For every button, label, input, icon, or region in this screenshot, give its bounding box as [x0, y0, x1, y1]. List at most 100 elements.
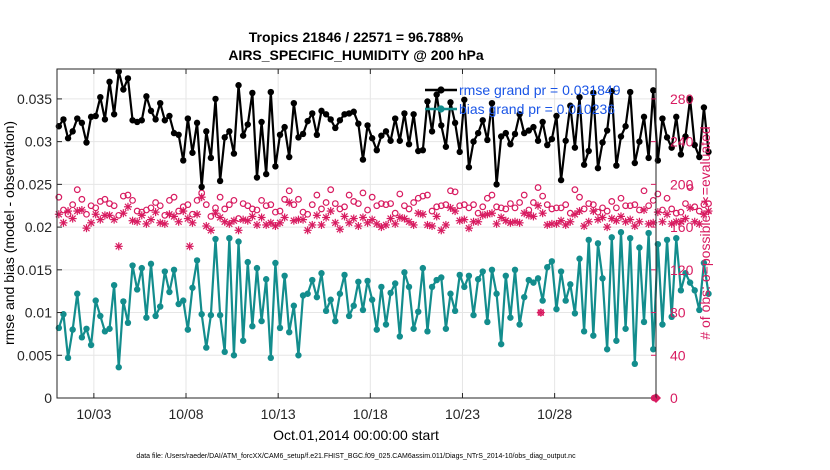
- series-obs_evaluated: [54, 193, 713, 251]
- rmse-point: [290, 99, 298, 107]
- bias-point: [663, 236, 671, 244]
- bias-point: [594, 240, 602, 247]
- bias-point: [613, 337, 620, 344]
- rmse-point: [336, 117, 344, 124]
- bias-point: [166, 288, 173, 296]
- asterisk-stroke: [410, 221, 418, 229]
- rmse-point: [594, 164, 602, 172]
- obs-possible-point: [553, 204, 560, 212]
- asterisk-stroke: [175, 218, 183, 226]
- bias-point: [415, 308, 422, 315]
- obs-evaluated-point: [653, 208, 662, 217]
- bias-point: [470, 311, 477, 319]
- asterisk-stroke: [359, 214, 367, 221]
- bias-point: [622, 325, 629, 332]
- asterisk-stroke: [599, 214, 606, 221]
- asterisk-stroke: [543, 221, 551, 229]
- obs-possible-point: [677, 208, 685, 216]
- bias-point: [110, 282, 118, 289]
- asterisk-stroke: [649, 219, 657, 227]
- bias-point: [304, 290, 311, 297]
- bias-line: [57, 231, 710, 369]
- asterisk-stroke: [138, 211, 146, 219]
- bias-point: [562, 297, 569, 304]
- rmse-point: [258, 118, 265, 126]
- asterisk-stroke: [119, 209, 127, 217]
- obs-evaluated-point: [598, 213, 607, 222]
- y-tick-label-right: 40: [670, 347, 686, 363]
- rmse-point: [78, 119, 86, 127]
- rmse-point: [497, 133, 505, 140]
- obs-evaluated-point: [446, 203, 455, 212]
- rmse-point: [571, 144, 579, 151]
- rmse-point: [488, 99, 496, 107]
- asterisk-stroke: [537, 309, 545, 316]
- y-tick-label-right: 280: [670, 91, 694, 107]
- obs-possible-point: [626, 202, 634, 210]
- obs-possible-point: [520, 191, 528, 199]
- rmse-point: [599, 139, 606, 146]
- bias-point: [235, 238, 242, 245]
- bias-point: [212, 235, 219, 243]
- obs-evaluated-point: [658, 217, 667, 226]
- obs-possible-point: [511, 204, 519, 212]
- bias-point: [147, 260, 155, 268]
- bias-point: [511, 266, 519, 274]
- asterisk-stroke: [166, 210, 173, 218]
- obs-possible-point: [530, 199, 537, 206]
- obs-evaluated-point: [405, 217, 414, 226]
- legend-label-bias: bias grand pr = 0.010236: [459, 101, 615, 117]
- obs-evaluated-point: [529, 212, 538, 221]
- asterisk-stroke: [285, 199, 293, 206]
- asterisk-stroke: [428, 222, 436, 230]
- rmse-point: [249, 89, 256, 97]
- asterisk-stroke: [207, 226, 215, 234]
- rmse-point: [419, 146, 427, 154]
- bias-point: [474, 276, 482, 283]
- obs-possible-point: [419, 192, 427, 200]
- bias-point: [203, 344, 210, 351]
- bias-point: [239, 337, 247, 344]
- bias-point: [364, 277, 371, 285]
- y-tick-label-right: 200: [670, 176, 694, 192]
- rmse-point: [309, 110, 316, 117]
- rmse-point: [64, 135, 72, 142]
- rmse-point: [617, 133, 625, 140]
- rmse-point: [465, 164, 473, 171]
- x-tick-label: 10/08: [168, 406, 203, 422]
- obs-possible-point: [295, 195, 302, 203]
- asterisk-stroke: [442, 221, 450, 229]
- asterisk-stroke: [221, 218, 229, 226]
- rmse-point: [120, 86, 127, 93]
- rmse-point: [295, 134, 302, 141]
- rmse-point: [438, 122, 445, 129]
- rmse-point: [313, 131, 321, 138]
- obs-possible-point: [101, 195, 109, 203]
- asterisk-stroke: [184, 215, 192, 222]
- rmse-point: [106, 78, 113, 86]
- obs-possible-point: [622, 202, 629, 210]
- rmse-point: [230, 150, 238, 157]
- rmse-point: [147, 107, 155, 115]
- obs-evaluated-point: [552, 219, 561, 228]
- obs-evaluated-point: [335, 225, 344, 234]
- rmse-point: [304, 117, 311, 125]
- obs-evaluated-point: [515, 218, 524, 227]
- asterisk-stroke: [682, 215, 689, 222]
- bias-point: [590, 332, 597, 339]
- bias-point: [318, 270, 325, 277]
- bias-point: [659, 321, 666, 328]
- bias-point: [106, 325, 113, 332]
- obs-evaluated-point: [331, 218, 340, 227]
- bias-point: [608, 234, 615, 241]
- bias-point: [544, 264, 551, 271]
- obs-possible-point: [488, 191, 496, 199]
- rmse-point: [253, 174, 261, 181]
- rmse-point: [92, 112, 99, 120]
- asterisk-stroke: [354, 222, 362, 230]
- bias-point: [124, 319, 132, 326]
- asterisk-stroke: [271, 222, 279, 230]
- bias-point: [548, 258, 556, 265]
- asterisk-stroke: [186, 242, 194, 250]
- asterisk-stroke: [645, 220, 653, 228]
